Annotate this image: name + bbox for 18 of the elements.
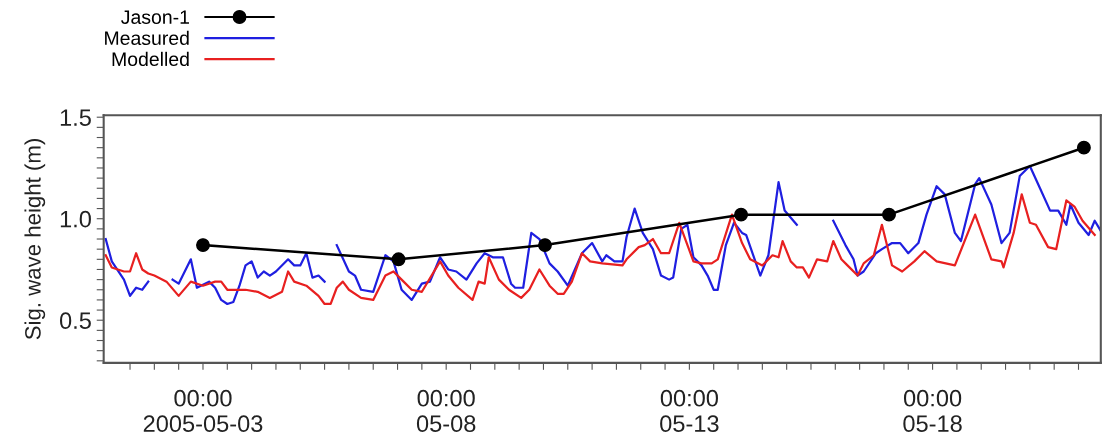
point [391, 252, 406, 267]
y-tick-label: 1.5 [60, 109, 91, 126]
legend-label: Measured [105, 30, 189, 46]
point [1076, 140, 1091, 155]
y-tick-label: 0.5 [59, 312, 91, 330]
legend-label: Modelled [112, 51, 189, 67]
x-tick-label: 00:00 2005-05-03 [143, 389, 263, 433]
legend-label: Jason-1 [121, 10, 189, 24]
x-tick-label: 00:00 05-13 [660, 389, 719, 433]
point [196, 238, 210, 253]
point [734, 207, 749, 222]
y-tick-label: 1.0 [60, 210, 91, 228]
x-tick-label: 00:00 05-08 [416, 389, 476, 433]
y-axis-title: Sig. wave height (m) [24, 139, 46, 340]
line-series [104, 193, 1096, 306]
x-tick-label: 00:00 05-18 [903, 389, 962, 433]
point [538, 238, 552, 253]
point [882, 207, 896, 222]
